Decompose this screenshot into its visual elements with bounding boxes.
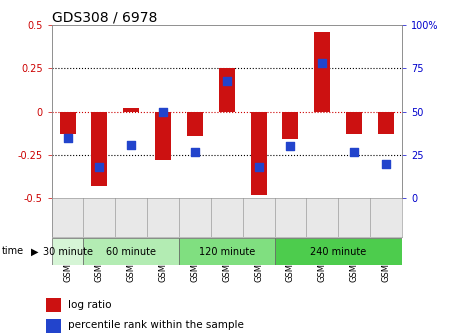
Bar	[155, 112, 171, 160]
Point	[383, 161, 390, 166]
Bar	[251, 112, 267, 195]
Bar	[346, 112, 362, 134]
Text: percentile rank within the sample: percentile rank within the sample	[68, 320, 244, 330]
Point	[255, 164, 262, 170]
Bar	[314, 32, 330, 112]
Bar	[92, 112, 107, 186]
Point	[159, 109, 167, 114]
Bar	[219, 69, 235, 112]
Point	[287, 144, 294, 149]
Text: log ratio: log ratio	[68, 300, 111, 309]
Bar	[282, 112, 299, 139]
Point	[128, 142, 135, 147]
Bar	[187, 112, 203, 136]
Point	[191, 149, 198, 154]
Bar	[274, 238, 402, 265]
Bar	[378, 112, 394, 134]
Point	[96, 164, 103, 170]
Point	[351, 149, 358, 154]
Bar	[46, 319, 61, 333]
Point	[319, 60, 326, 66]
Text: 60 minute: 60 minute	[106, 247, 156, 257]
Bar	[60, 112, 75, 134]
Bar	[179, 238, 274, 265]
Point	[64, 135, 71, 140]
Bar	[84, 238, 179, 265]
Bar	[46, 298, 61, 312]
Text: GDS308 / 6978: GDS308 / 6978	[52, 10, 157, 24]
Text: 240 minute: 240 minute	[310, 247, 366, 257]
Bar	[123, 108, 139, 112]
Text: 120 minute: 120 minute	[198, 247, 255, 257]
Text: 30 minute: 30 minute	[43, 247, 92, 257]
Text: time: time	[2, 246, 24, 256]
Text: ▶: ▶	[31, 246, 38, 256]
Bar	[52, 238, 84, 265]
Point	[223, 78, 230, 83]
